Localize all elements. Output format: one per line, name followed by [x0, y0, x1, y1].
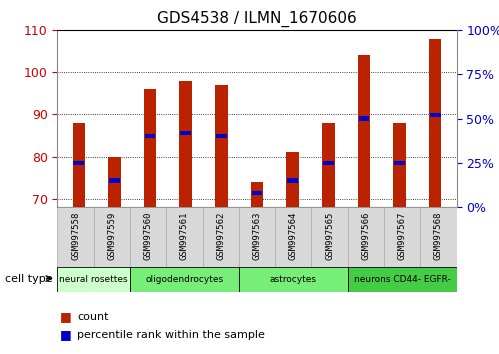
Bar — [57, 207, 94, 267]
Bar — [203, 207, 239, 267]
Bar — [251, 191, 262, 195]
Bar — [239, 267, 348, 292]
Text: GSM997565: GSM997565 — [325, 212, 334, 260]
Bar — [420, 207, 457, 267]
Bar — [348, 207, 384, 267]
Bar — [57, 267, 130, 292]
Text: GSM997563: GSM997563 — [252, 212, 261, 260]
Bar — [72, 123, 85, 207]
Bar — [180, 81, 192, 207]
Text: GSM997560: GSM997560 — [144, 212, 153, 260]
Bar — [180, 131, 191, 135]
Bar — [429, 39, 442, 207]
Text: cell type: cell type — [5, 274, 52, 284]
Bar — [384, 207, 420, 267]
Text: GSM997568: GSM997568 — [434, 212, 443, 260]
Text: ■: ■ — [60, 328, 72, 341]
Bar — [145, 134, 155, 138]
Bar — [322, 123, 334, 207]
Text: GSM997567: GSM997567 — [398, 212, 407, 260]
Text: GSM997566: GSM997566 — [361, 212, 370, 260]
Bar — [394, 161, 405, 165]
Bar — [287, 178, 298, 183]
Text: astrocytes: astrocytes — [270, 275, 317, 284]
Text: GSM997562: GSM997562 — [216, 212, 225, 260]
Bar — [130, 267, 239, 292]
Text: GSM997558: GSM997558 — [71, 212, 80, 260]
Text: GSM997559: GSM997559 — [107, 212, 116, 260]
Bar — [239, 207, 275, 267]
Text: neurons CD44- EGFR-: neurons CD44- EGFR- — [354, 275, 451, 284]
Bar — [108, 156, 121, 207]
Text: neural rosettes: neural rosettes — [59, 275, 128, 284]
Bar — [251, 182, 263, 207]
Text: percentile rank within the sample: percentile rank within the sample — [77, 330, 265, 339]
Bar — [430, 113, 441, 117]
Bar — [323, 161, 334, 165]
Bar — [216, 134, 227, 138]
Bar — [73, 161, 84, 165]
Bar — [130, 207, 166, 267]
Bar — [166, 207, 203, 267]
Bar — [348, 267, 457, 292]
Bar — [275, 207, 311, 267]
Text: count: count — [77, 312, 109, 322]
Text: oligodendrocytes: oligodendrocytes — [145, 275, 224, 284]
Bar — [359, 116, 369, 121]
Bar — [215, 85, 228, 207]
Bar — [94, 207, 130, 267]
Bar — [311, 207, 348, 267]
Title: GDS4538 / ILMN_1670606: GDS4538 / ILMN_1670606 — [157, 11, 357, 27]
Bar — [109, 178, 120, 183]
Bar — [358, 55, 370, 207]
Bar — [144, 89, 156, 207]
Text: GSM997561: GSM997561 — [180, 212, 189, 260]
Text: ■: ■ — [60, 310, 72, 323]
Text: GSM997564: GSM997564 — [289, 212, 298, 260]
Bar — [393, 123, 406, 207]
Bar — [286, 152, 299, 207]
